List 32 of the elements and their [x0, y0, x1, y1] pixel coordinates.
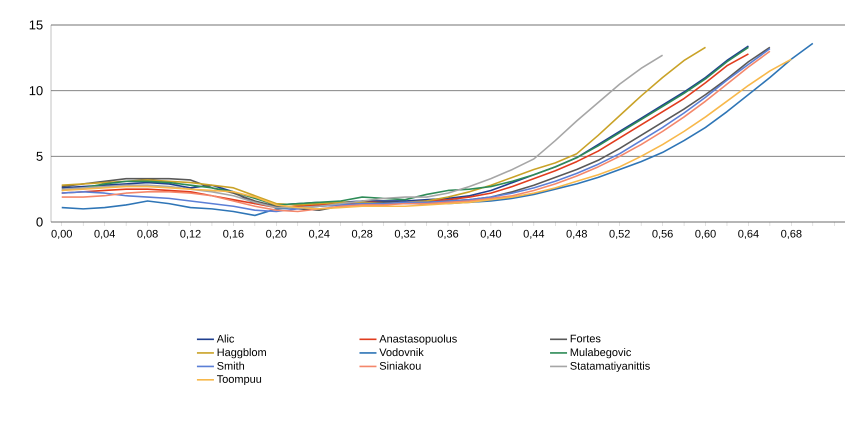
x-tick-label: 0,40	[480, 230, 502, 239]
x-tick-label: 0,08	[137, 230, 158, 239]
x-tick-label: 0,48	[566, 230, 587, 239]
y-tick-label: 0	[36, 217, 43, 227]
y-tick-label: 10	[30, 86, 43, 96]
legend-label: Statamatiyanittis	[570, 362, 650, 372]
x-tick-label: 0,56	[652, 230, 673, 239]
x-tick-label: 0,04	[94, 230, 115, 239]
x-tick-label: 0,12	[180, 230, 201, 239]
legend-label: Toompuu	[216, 375, 262, 386]
x-tick-label: 0,32	[394, 230, 416, 239]
legend-label: Alic	[216, 334, 234, 343]
legend-label: Mulabegovic	[570, 348, 632, 358]
x-tick-label: 0,60	[695, 230, 716, 239]
x-tick-label: 0,00	[51, 230, 72, 239]
legend-label: Haggblom	[218, 348, 266, 358]
x-tick-label: 0,20	[266, 230, 287, 239]
x-tick-label: 0,24	[309, 230, 330, 239]
x-tick-label: 0,44	[524, 230, 544, 239]
legend-label: Smith	[217, 362, 244, 370]
x-tick-label: 0,68	[781, 230, 802, 239]
y-tick-label: 15	[30, 20, 43, 30]
legend-label: Fortes	[570, 334, 600, 342]
x-tick-label: 0,36	[438, 230, 458, 239]
legend-label: Anastasopuolus	[379, 334, 457, 345]
y-tick-label: 5	[36, 152, 43, 161]
x-tick-label: 0,64	[738, 230, 759, 239]
legend-label: Vodovnik	[379, 348, 424, 356]
legend-label: Siniakou	[380, 362, 421, 370]
x-tick-label: 0,28	[352, 230, 372, 239]
x-tick-label: 0,16	[223, 230, 244, 239]
x-tick-label: 0,52	[609, 230, 630, 239]
